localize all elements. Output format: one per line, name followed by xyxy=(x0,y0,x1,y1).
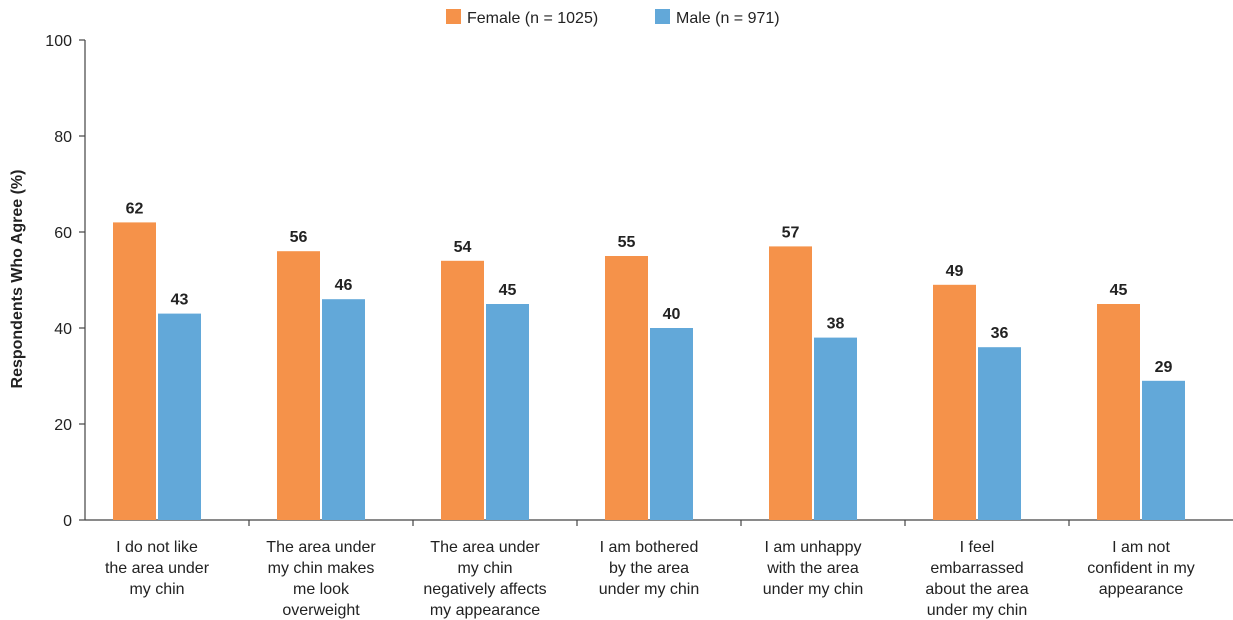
bar-value-label: 57 xyxy=(782,224,800,241)
x-category-label-line: embarrassed xyxy=(930,560,1023,577)
x-category-label-line: I am bothered xyxy=(600,539,699,556)
legend-swatch xyxy=(655,9,670,24)
bar-female xyxy=(277,251,320,520)
legend-label: Male (n = 971) xyxy=(676,10,780,27)
bar-male xyxy=(650,328,693,520)
bar-value-label: 62 xyxy=(126,200,144,217)
x-category-label-line: about the area xyxy=(925,581,1028,598)
x-category-label-line: overweight xyxy=(282,602,360,619)
bar-male xyxy=(486,304,529,520)
bar-value-label: 45 xyxy=(1110,282,1128,299)
x-category-label-line: my chin makes xyxy=(268,560,375,577)
x-category-label-line: under my chin xyxy=(763,581,864,598)
x-category-label-line: The area under xyxy=(266,539,376,556)
bar-value-label: 46 xyxy=(335,277,353,294)
legend-swatch xyxy=(446,9,461,24)
y-tick-label: 20 xyxy=(54,417,72,434)
y-axis: 0 20 40 60 80 100 xyxy=(45,33,86,530)
bar-male xyxy=(158,313,201,520)
x-category-label: I feel embarrassed about the area under my … xyxy=(925,539,1028,619)
x-category-label-line: under my chin xyxy=(927,602,1028,619)
x-category-label-line: my appearance xyxy=(430,602,540,619)
legend: Female (n = 1025) Male (n = 971) xyxy=(446,9,780,27)
bar-female xyxy=(113,222,156,520)
x-category-label-line: I am unhappy xyxy=(765,539,862,556)
bar-value-label: 29 xyxy=(1155,359,1173,376)
bar-male xyxy=(1142,380,1185,520)
x-category-label-line: negatively affects xyxy=(423,581,546,598)
x-category-label: I am unhappy with the area under my chin xyxy=(763,539,864,598)
bar-value-label: 56 xyxy=(290,229,308,246)
x-category-label: The area under my chin negatively affects m… xyxy=(423,539,546,619)
bar-female xyxy=(933,284,976,520)
bar-value-label: 45 xyxy=(499,282,517,299)
x-category-label: I am not confident in my appearance xyxy=(1087,539,1195,598)
bar-male xyxy=(978,347,1021,520)
bar-value-label: 36 xyxy=(991,325,1009,342)
bar-male xyxy=(814,337,857,520)
x-category-label-line: my chin xyxy=(129,581,184,598)
bar-female xyxy=(1097,304,1140,520)
x-category-label-line: I feel xyxy=(960,539,995,556)
x-category-label-line: I am not xyxy=(1112,539,1170,556)
y-tick-label: 40 xyxy=(54,321,72,338)
x-category-label-line: under my chin xyxy=(599,581,700,598)
x-category-label: I do not like the area under my chin xyxy=(105,539,210,598)
x-category-label-line: by the area xyxy=(609,560,689,577)
bar-value-label: 49 xyxy=(946,263,964,280)
legend-label: Female (n = 1025) xyxy=(467,10,598,27)
bar-female xyxy=(769,246,812,520)
bar-value-label: 40 xyxy=(663,306,681,323)
bars: 62 43 56 46 54 45 55 40 57 38 49 36 45 29 xyxy=(113,200,1185,520)
x-category-label-line: the area under xyxy=(105,560,210,577)
bar-female xyxy=(605,256,648,520)
bar-value-label: 55 xyxy=(618,234,636,251)
bar-value-label: 38 xyxy=(827,316,845,333)
bar-male xyxy=(322,299,365,520)
x-category-label-line: confident in my xyxy=(1087,560,1195,577)
x-category-label: The area under my chin makes me look overwe… xyxy=(266,539,376,619)
y-tick-label: 60 xyxy=(54,225,72,242)
y-tick-label: 100 xyxy=(45,33,72,50)
x-category-label-line: with the area xyxy=(766,560,859,577)
x-category-label-line: me look xyxy=(293,581,350,598)
bar-value-label: 54 xyxy=(454,239,472,256)
x-category-label: I am bothered by the area under my chin xyxy=(599,539,700,598)
y-tick-label: 0 xyxy=(63,513,72,530)
bar-female xyxy=(441,260,484,520)
x-category-label-line: I do not like xyxy=(116,539,198,556)
y-axis-label: Respondents Who Agree (%) xyxy=(9,170,26,389)
x-category-label-line: The area under xyxy=(430,539,540,556)
y-tick-label: 80 xyxy=(54,129,72,146)
x-category-label-line: appearance xyxy=(1099,581,1184,598)
bar-value-label: 43 xyxy=(171,292,189,309)
x-category-label-line: my chin xyxy=(457,560,512,577)
